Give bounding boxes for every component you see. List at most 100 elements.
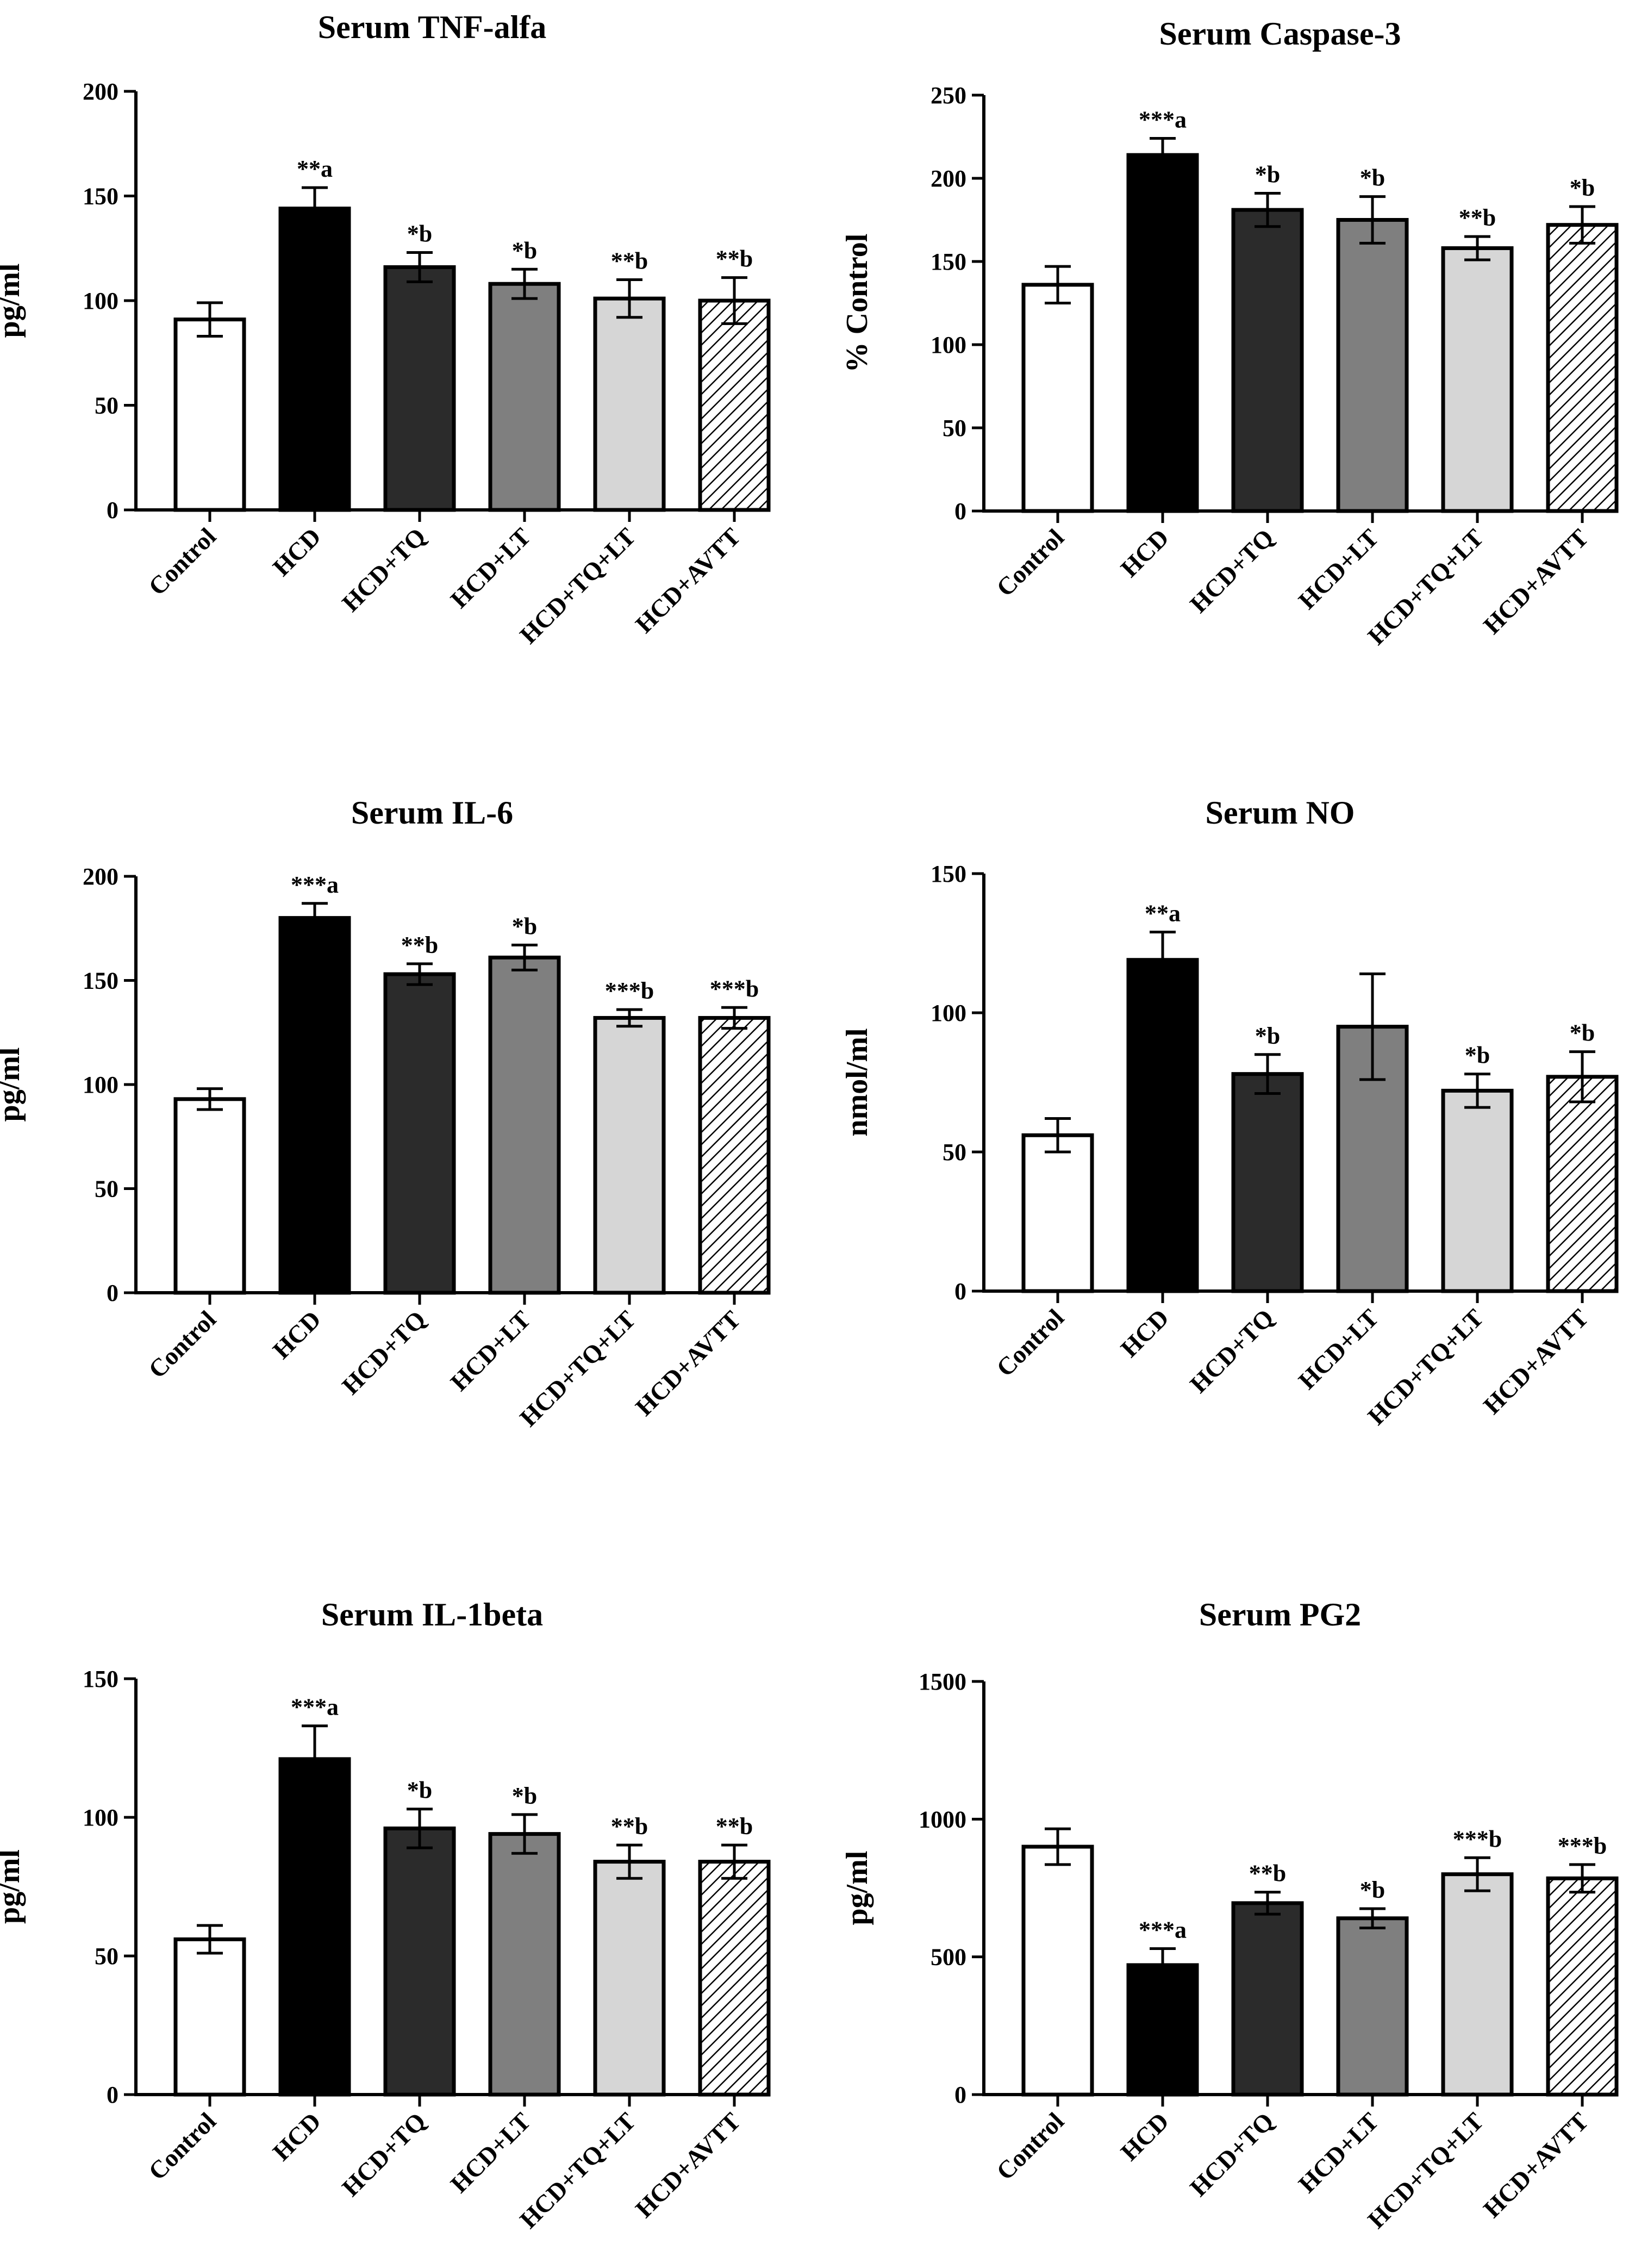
significance-label: *b <box>512 913 537 939</box>
significance-label: ***b <box>1558 1833 1607 1859</box>
category-label: HCD+AVTT <box>1478 524 1594 639</box>
bar-hcd-tq <box>383 1826 456 2097</box>
y-tick-label: 50 <box>943 415 966 441</box>
y-tick-label: 200 <box>931 165 966 192</box>
bar-hcd-lt <box>1336 1916 1409 2097</box>
y-tick-label: 100 <box>931 332 966 358</box>
y-axis-label: pg/ml <box>840 1851 874 1926</box>
category-label: HCD+AVTT <box>630 2107 746 2223</box>
category-label: Control <box>991 2107 1069 2185</box>
y-tick-label: 0 <box>954 2082 966 2108</box>
bar-hcd-tq-lt <box>593 1860 666 2097</box>
category-label: HCD+TQ <box>336 2107 431 2202</box>
category-label: Control <box>991 524 1069 602</box>
y-axis-label: % Control <box>840 234 874 373</box>
category-label: HCD+AVTT <box>630 1305 746 1421</box>
significance-label: **b <box>716 1813 753 1840</box>
category-label: HCD+LT <box>445 1305 536 1396</box>
y-tick-label: 50 <box>95 392 118 419</box>
y-tick-label: 1000 <box>919 1806 966 1833</box>
bar-control <box>1021 283 1094 513</box>
bar-hcd-lt <box>488 1832 561 2097</box>
category-label: HCD <box>267 522 326 581</box>
chart-serum-no: Serum NO nmol/ml 0 50 100 150 Control **a HCD *b H… <box>840 795 1619 1430</box>
category-label: HCD+TQ <box>336 522 431 617</box>
chart-title: Serum NO <box>1206 795 1355 831</box>
significance-label: **b <box>611 248 648 275</box>
category-label: Control <box>143 522 221 601</box>
category-label: HCD+LT <box>1293 524 1384 614</box>
category-label: Control <box>143 2107 221 2185</box>
y-tick-label: 150 <box>83 183 118 210</box>
significance-label: **b <box>1249 1860 1286 1887</box>
chart-title: Serum IL-6 <box>351 795 513 831</box>
category-label: HCD <box>1115 524 1174 582</box>
bar-hcd-avtt <box>1546 223 1619 513</box>
category-label: HCD+LT <box>445 2107 536 2198</box>
bar-hcd <box>278 207 351 512</box>
y-tick-label: 100 <box>83 1071 118 1098</box>
significance-label: **b <box>401 932 438 958</box>
significance-label: ***a <box>291 1694 339 1721</box>
y-tick-label: 1500 <box>919 1668 966 1695</box>
y-tick-label: 150 <box>83 1666 118 1692</box>
bar-hcd-tq <box>383 265 456 512</box>
bar-hcd-lt <box>488 282 561 512</box>
chart-title: Serum TNF-alfa <box>318 9 547 45</box>
significance-label: ***b <box>710 975 759 1002</box>
chart-title: Serum IL-1beta <box>321 1597 543 1633</box>
bar-hcd <box>278 916 351 1295</box>
y-axis-label: pg/ml <box>0 1849 26 1924</box>
significance-label: *b <box>1255 161 1280 188</box>
bar-hcd-avtt <box>1546 1876 1619 2097</box>
y-tick-label: 250 <box>931 82 966 109</box>
y-tick-label: 150 <box>83 968 118 994</box>
bar-hcd-tq-lt <box>1441 1872 1514 2097</box>
chart-serum-il-1beta: Serum IL-1beta pg/ml 0 50 100 150 Control ***a H… <box>0 1597 771 2234</box>
significance-label: *b <box>1570 1020 1595 1046</box>
y-tick-label: 0 <box>107 497 118 524</box>
category-label: HCD+AVTT <box>630 522 746 638</box>
category-label: HCD <box>267 2107 326 2166</box>
significance-label: ***a <box>1139 1916 1187 1943</box>
y-tick-label: 150 <box>931 248 966 275</box>
y-tick-label: 0 <box>107 1280 118 1306</box>
bar-hcd <box>1126 958 1199 1293</box>
bar-hcd-tq <box>1231 1901 1304 2097</box>
significance-label: ***b <box>1453 1825 1502 1852</box>
bar-hcd-tq <box>1231 1072 1304 1293</box>
bar-hcd-avtt <box>698 1015 771 1295</box>
bar-hcd-tq <box>1231 208 1304 513</box>
bar-control <box>173 1097 246 1295</box>
y-tick-label: 0 <box>954 498 966 525</box>
y-tick-label: 100 <box>83 1804 118 1831</box>
category-label: HCD+TQ <box>1184 524 1279 618</box>
bar-control <box>1021 1133 1094 1293</box>
significance-label: ***a <box>291 871 339 898</box>
significance-label: **b <box>1459 204 1496 231</box>
y-axis-label: pg/ml <box>0 1048 26 1122</box>
category-label: Control <box>143 1305 221 1384</box>
significance-label: *b <box>1465 1042 1490 1069</box>
bar-control <box>173 1937 246 2097</box>
y-tick-label: 0 <box>107 2082 118 2108</box>
significance-label: *b <box>1255 1023 1280 1049</box>
y-tick-label: 100 <box>931 1000 966 1026</box>
category-label: HCD <box>267 1305 326 1364</box>
category-label: HCD+LT <box>1293 1304 1384 1394</box>
category-label: HCD+LT <box>1293 2107 1384 2198</box>
bar-hcd <box>1126 153 1199 513</box>
bar-hcd-tq-lt <box>1441 1088 1514 1293</box>
bar-hcd-avtt <box>698 298 771 512</box>
chart-serum-tnf-alfa: Serum TNF-alfa pg/ml 0 50 100 150 200 Control **… <box>0 9 771 649</box>
y-tick-label: 150 <box>931 861 966 887</box>
bar-hcd-tq-lt <box>1441 246 1514 513</box>
category-label: HCD+LT <box>445 522 536 613</box>
y-tick-label: 100 <box>83 288 118 314</box>
y-tick-label: 50 <box>943 1139 966 1166</box>
category-label: HCD+TQ <box>1184 2107 1279 2202</box>
significance-label: *b <box>512 1783 537 1809</box>
y-axis-label: pg/ml <box>0 264 26 338</box>
significance-label: **b <box>716 246 753 272</box>
chart-title: Serum PG2 <box>1199 1597 1361 1633</box>
